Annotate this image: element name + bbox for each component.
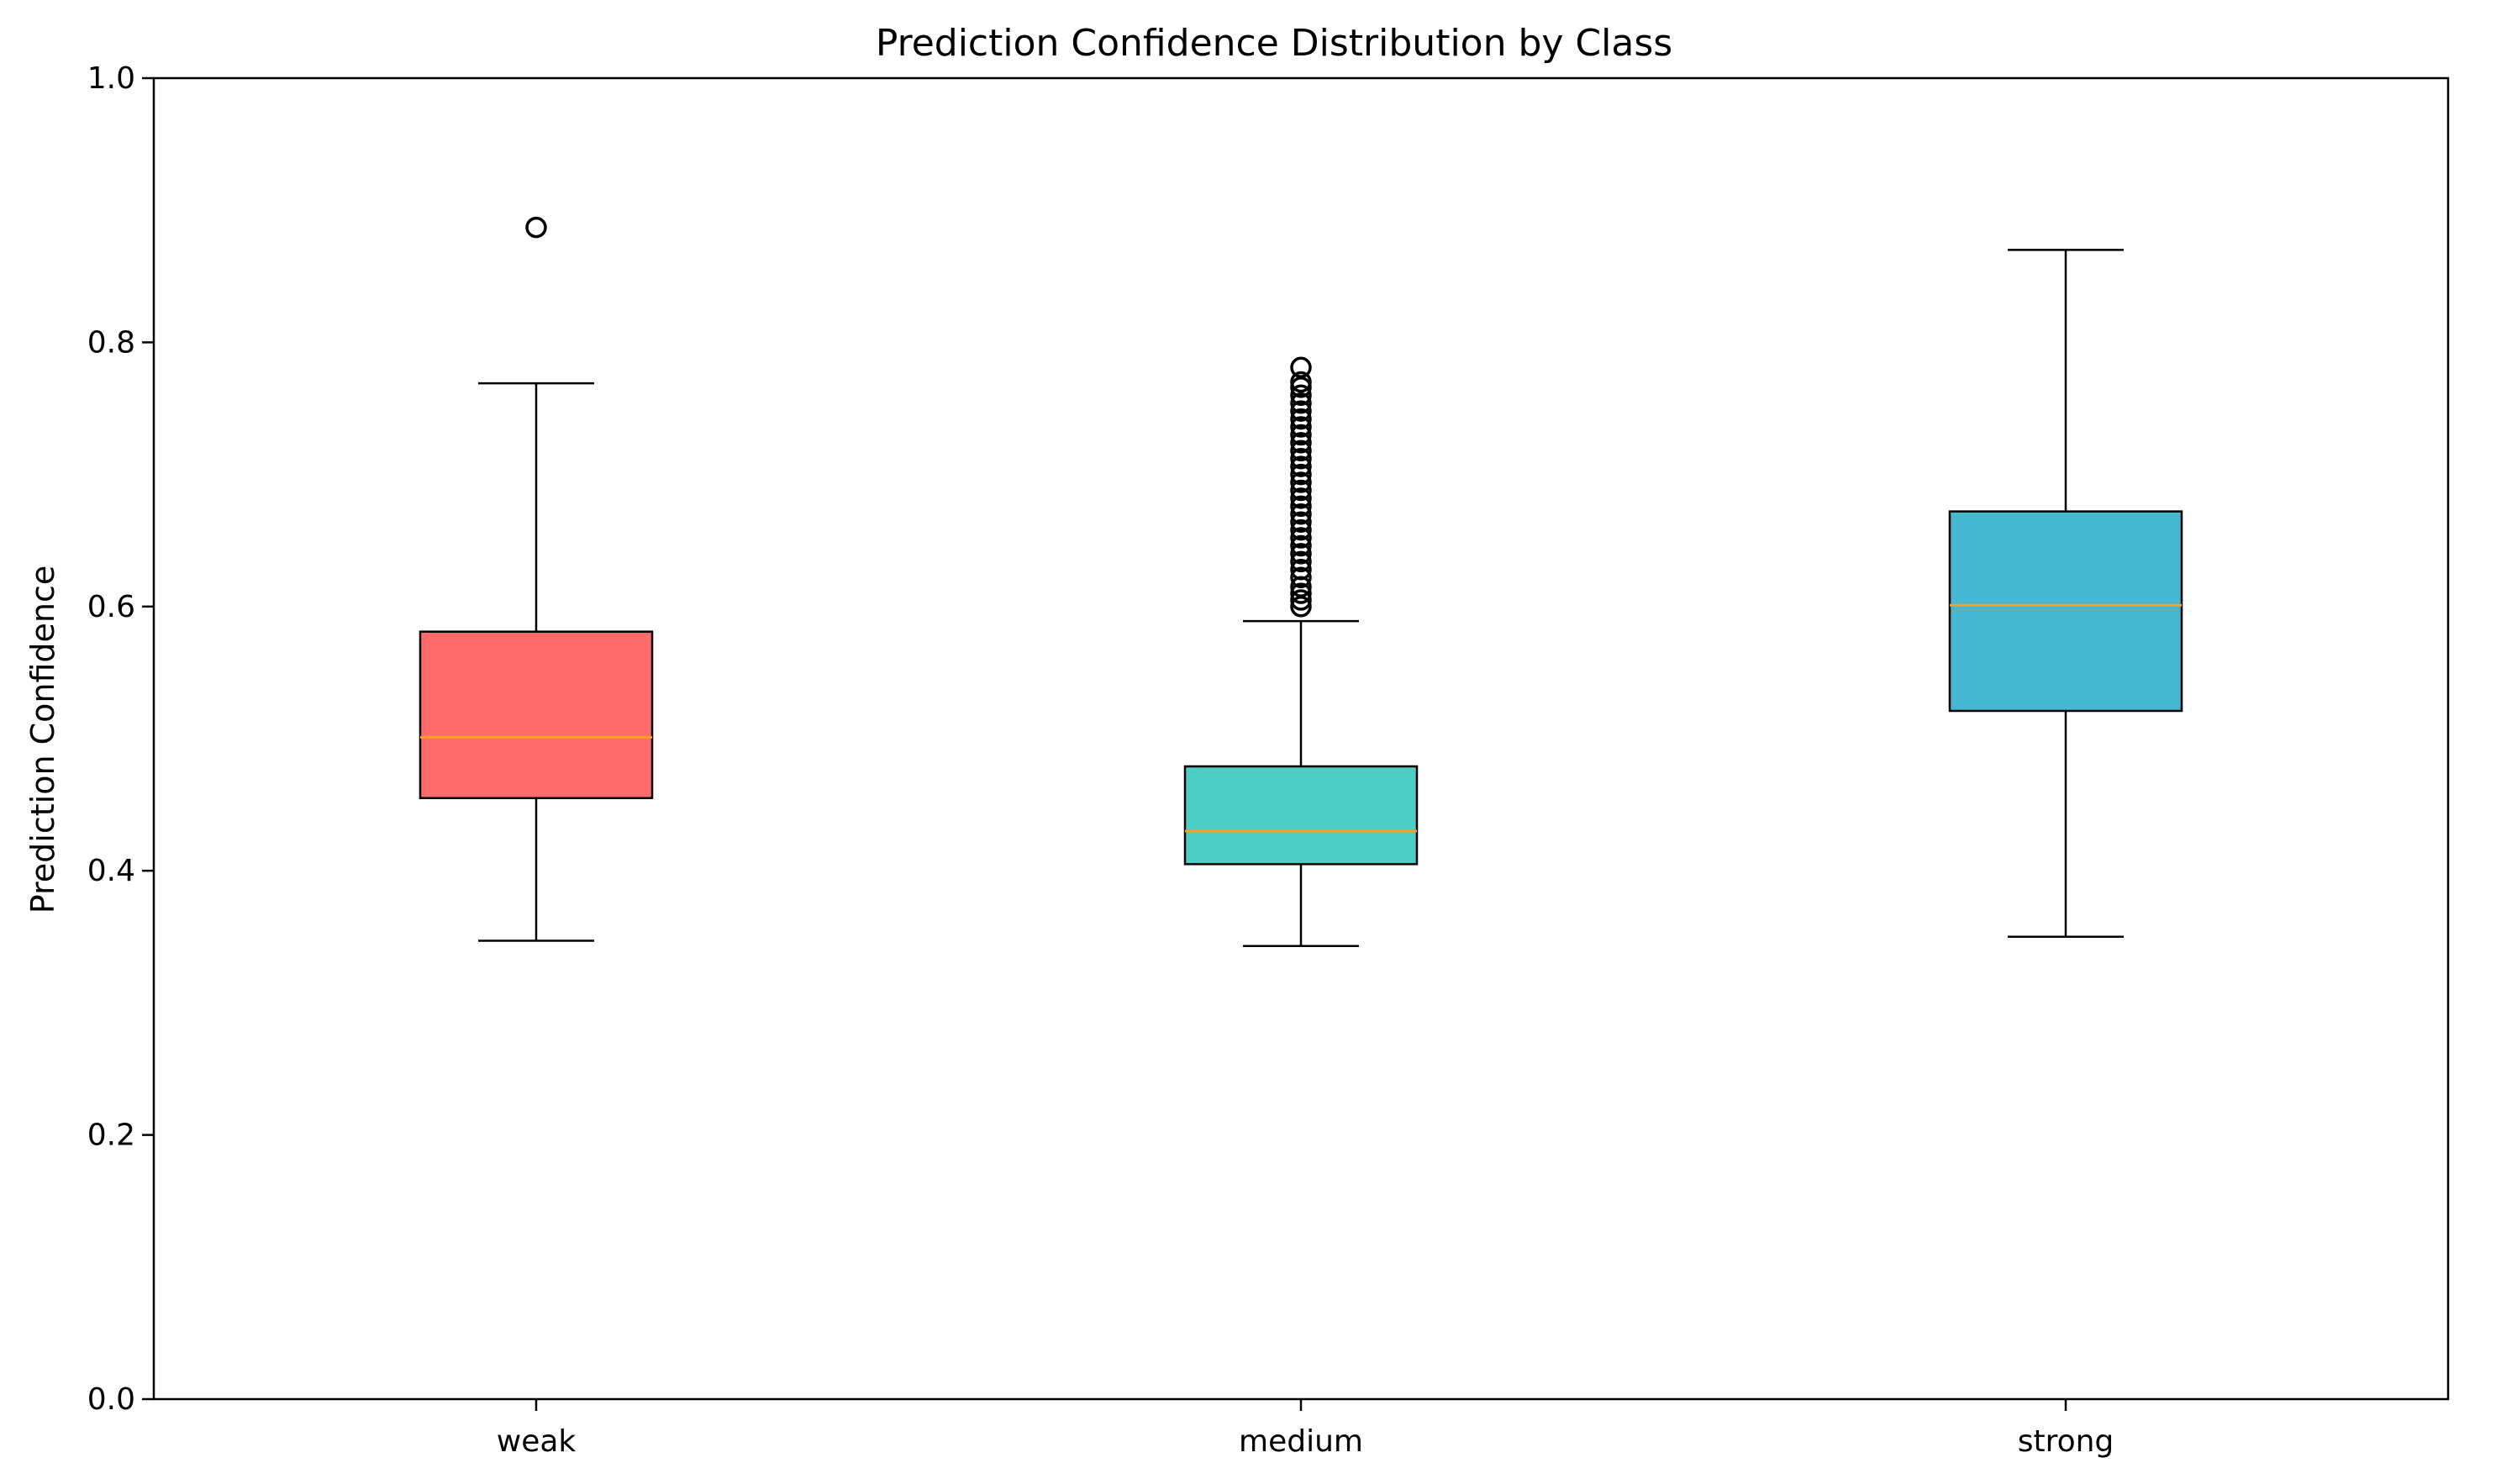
y-tick-label: 0.8 bbox=[87, 325, 135, 360]
outlier-point bbox=[1290, 589, 1312, 611]
outlier-point bbox=[1290, 543, 1312, 565]
outlier-point bbox=[1290, 471, 1312, 493]
outlier-point bbox=[1290, 582, 1312, 604]
outlier-point bbox=[1290, 511, 1312, 533]
plot-frame bbox=[152, 76, 2450, 1401]
box-strong bbox=[1948, 249, 2183, 939]
y-tick-label: 0.4 bbox=[87, 854, 135, 888]
outlier-point bbox=[1290, 400, 1312, 422]
outlier-point bbox=[1290, 356, 1312, 379]
y-tick-label: 0.0 bbox=[87, 1382, 135, 1417]
box-medium bbox=[1183, 356, 1419, 948]
outlier-point bbox=[1290, 392, 1312, 414]
outlier-point bbox=[1290, 518, 1312, 541]
x-tick-label: strong bbox=[2018, 1424, 2114, 1459]
y-axis: 0.0 0.2 0.4 0.6 0.8 1.0 bbox=[87, 61, 154, 1417]
outlier-point bbox=[1290, 384, 1312, 407]
x-tick-label: weak bbox=[497, 1424, 577, 1459]
x-axis: weak medium strong bbox=[497, 1399, 2114, 1459]
box-weak bbox=[419, 216, 654, 942]
outlier-point bbox=[1290, 455, 1312, 477]
y-tick-label: 0.6 bbox=[87, 590, 135, 624]
y-tick-label: 1.0 bbox=[87, 61, 135, 96]
iqr-box bbox=[419, 630, 654, 799]
outlier-point bbox=[525, 216, 547, 239]
outlier-point bbox=[1290, 495, 1312, 518]
y-tick-label: 0.2 bbox=[87, 1118, 135, 1153]
outlier-point bbox=[1290, 371, 1312, 393]
outlier-point bbox=[1290, 503, 1312, 525]
box-series bbox=[419, 216, 2183, 948]
outlier-point bbox=[1290, 463, 1312, 486]
outlier-point bbox=[1290, 487, 1312, 509]
x-tick-label: medium bbox=[1239, 1424, 1363, 1459]
outlier-point bbox=[1290, 408, 1312, 430]
outlier-point bbox=[1290, 566, 1312, 588]
chart-title: Prediction Confidence Distribution by Cl… bbox=[876, 22, 1672, 65]
outlier-point bbox=[1290, 479, 1312, 502]
outlier-point bbox=[1290, 447, 1312, 470]
outlier-point bbox=[1290, 416, 1312, 438]
outlier-point bbox=[1290, 527, 1312, 549]
iqr-box bbox=[1183, 765, 1419, 866]
outlier-point bbox=[1290, 550, 1312, 573]
outlier-point bbox=[1290, 432, 1312, 454]
outlier-point bbox=[1290, 439, 1312, 462]
outlier-point bbox=[1290, 534, 1312, 557]
outlier-point bbox=[1290, 424, 1312, 446]
iqr-box bbox=[1948, 510, 2183, 713]
y-axis-label: Prediction Confidence bbox=[24, 566, 61, 914]
outlier-point bbox=[1290, 559, 1312, 581]
